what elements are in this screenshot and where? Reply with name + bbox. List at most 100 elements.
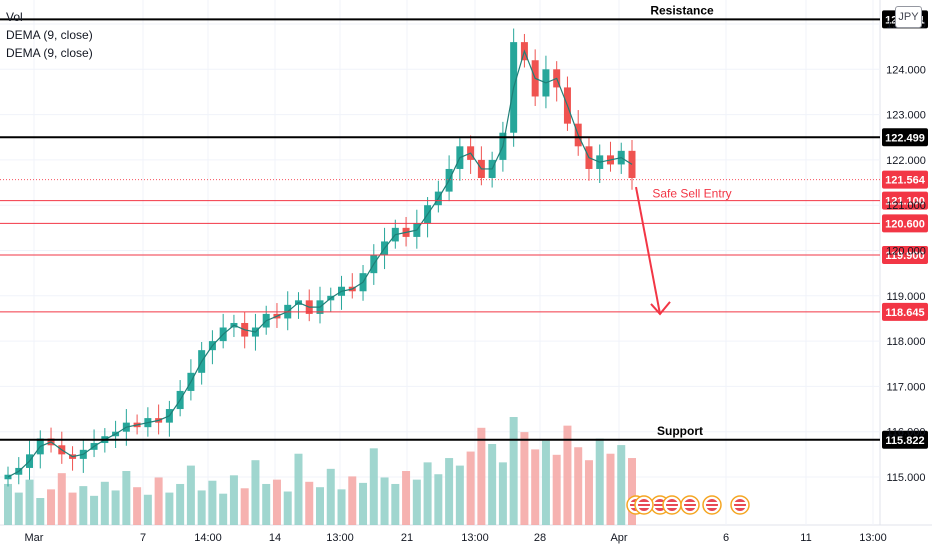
volume-bar: [14, 492, 23, 525]
volume-bar: [434, 474, 443, 525]
currency-badge[interactable]: JPY: [895, 6, 922, 28]
volume-bar: [617, 445, 626, 525]
x-tick-label: 14: [269, 532, 281, 544]
x-tick-label: 6: [723, 532, 729, 544]
level-price-label: 118.645: [885, 307, 924, 319]
level-price-badge: [882, 430, 928, 449]
volume-bar: [283, 491, 292, 525]
volume-bar: [316, 487, 324, 525]
volume-bar: [262, 483, 271, 525]
volume-bar: [563, 425, 572, 525]
volume-bar: [143, 494, 152, 525]
volume-bar: [402, 471, 411, 525]
x-tick-label: 13:00: [461, 532, 489, 544]
volume-bar: [100, 481, 109, 525]
event-flag-icon: [662, 495, 682, 515]
level-price-label: 121.564: [885, 175, 926, 187]
volume-bar: [520, 432, 529, 525]
y-tick-label: 115.000: [887, 472, 926, 484]
price-levels[interactable]: 125.101Resistance122.499121.564121.100Sa…: [0, 3, 928, 449]
volume-bar: [294, 453, 303, 525]
x-tick-label: Apr: [610, 532, 627, 544]
event-flag-icon: [702, 495, 722, 515]
volume-bar: [133, 487, 142, 525]
volume-bar: [509, 417, 518, 525]
volume-bar: [219, 493, 228, 525]
volume-bar: [412, 479, 421, 525]
volume-bar: [488, 444, 497, 525]
volume-bar: [595, 438, 604, 525]
x-tick-label: Mar: [25, 532, 44, 544]
x-tick-label: 21: [401, 532, 413, 544]
level-price-label: 115.822: [885, 435, 924, 447]
volume-bar: [90, 495, 99, 525]
arrow-head: [650, 301, 671, 316]
legend-dema-1[interactable]: DEMA (9, close): [6, 28, 93, 42]
volume-bar: [531, 449, 540, 525]
volume-bar: [466, 451, 475, 525]
level-price-badge: [882, 128, 928, 147]
level-price-badge: [882, 214, 928, 233]
volume-bar: [423, 462, 432, 525]
level-annotation-entry: Safe Sell Entry: [652, 187, 731, 201]
y-tick-label: 122.000: [886, 155, 926, 167]
y-tick-label: 121.000: [886, 200, 926, 212]
chart-grid: [0, 0, 932, 526]
y-tick-label: 119.000: [887, 291, 926, 303]
indicator-legend: Vol DEMA (9, close) DEMA (9, close): [6, 8, 93, 62]
legend-vol[interactable]: Vol: [6, 10, 23, 24]
volume-bar: [111, 490, 120, 525]
volume-bar: [606, 453, 615, 525]
volume-bar: [79, 486, 88, 525]
volume-bar: [197, 490, 206, 525]
event-icons[interactable]: [626, 495, 750, 515]
level-annotation-support: Support: [657, 424, 703, 438]
price-axis[interactable]: 115.000 116.000 117.000 118.000 119.000 120.0…: [886, 0, 926, 484]
arrow-shaft: [635, 186, 661, 315]
volume-bar: [305, 481, 314, 525]
volume-bar: [186, 465, 195, 525]
y-tick-label: 124.000: [886, 64, 926, 76]
y-tick-label: 117.000: [887, 381, 926, 393]
dema-polyline: [7, 49, 633, 478]
level-price-label: 121.100: [885, 196, 925, 208]
y-tick-label: 123.000: [886, 110, 926, 122]
volume-bar: [628, 458, 636, 525]
volume-bar: [445, 458, 454, 525]
x-tick-label: 28: [534, 532, 546, 544]
x-tick-label: 13:00: [859, 532, 887, 544]
x-tick-label: 13:00: [326, 532, 354, 544]
time-axis[interactable]: Mar 7 14:00 14 13:00 21 13:00 28 Apr 6 11 13:00: [25, 532, 887, 544]
volume-bar: [552, 454, 561, 525]
level-price-badge: [882, 246, 928, 265]
y-tick-label: 120.000: [886, 246, 926, 258]
volume-bar: [4, 483, 12, 525]
level-price-badge: [882, 191, 928, 210]
level-price-label: 120.600: [885, 218, 925, 230]
x-tick-label: 11: [800, 532, 811, 544]
x-tick-label: 14:00: [194, 532, 222, 544]
candlestick-series: [4, 28, 636, 487]
volume-bar: [36, 498, 45, 525]
volume-bar: [251, 460, 260, 525]
event-flag-icon: [730, 495, 750, 515]
volume-bar: [47, 489, 56, 525]
volume-bar: [455, 465, 464, 525]
volume-bar: [165, 492, 174, 525]
volume-bar: [229, 475, 238, 525]
volume-bars: [4, 417, 636, 525]
volume-bar: [498, 462, 507, 525]
volume-bar: [154, 477, 163, 525]
volume-bar: [391, 483, 400, 525]
legend-dema-2[interactable]: DEMA (9, close): [6, 46, 93, 60]
volume-bar: [380, 477, 389, 525]
volume-bar: [541, 440, 550, 525]
volume-bar: [359, 482, 368, 525]
volume-bar: [57, 473, 66, 525]
event-flag-icon: [680, 495, 700, 515]
volume-bar: [122, 471, 131, 525]
volume-bar: [240, 488, 249, 525]
y-tick-label: 116.000: [887, 427, 926, 439]
level-price-badge: [882, 170, 928, 189]
